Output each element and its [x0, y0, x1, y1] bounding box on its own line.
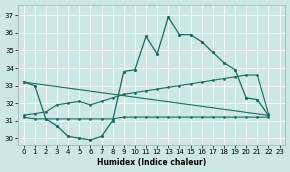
X-axis label: Humidex (Indice chaleur): Humidex (Indice chaleur) — [97, 158, 206, 167]
